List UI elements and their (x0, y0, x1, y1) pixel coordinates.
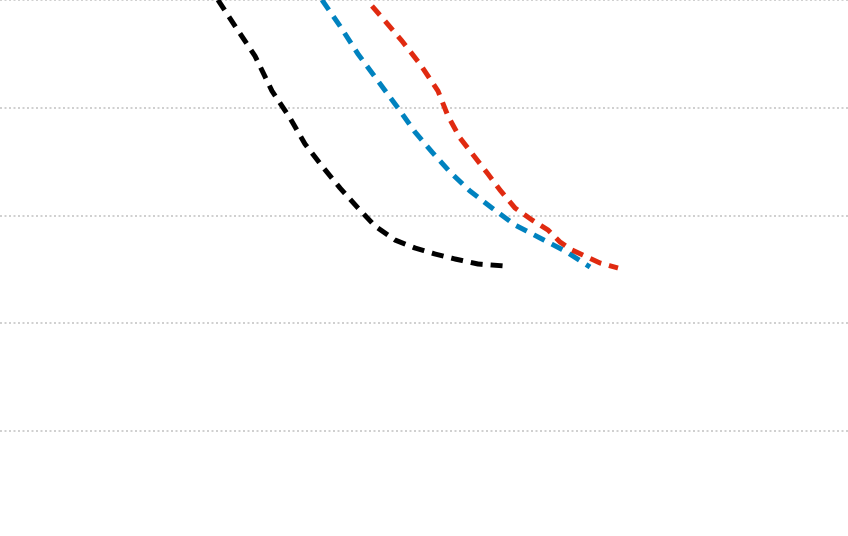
series-line-0 (215, 0, 506, 269)
series-line-2 (370, 4, 619, 271)
gridlines (0, 0, 848, 432)
series-lines (215, 0, 619, 271)
series-line-1 (319, 0, 592, 270)
